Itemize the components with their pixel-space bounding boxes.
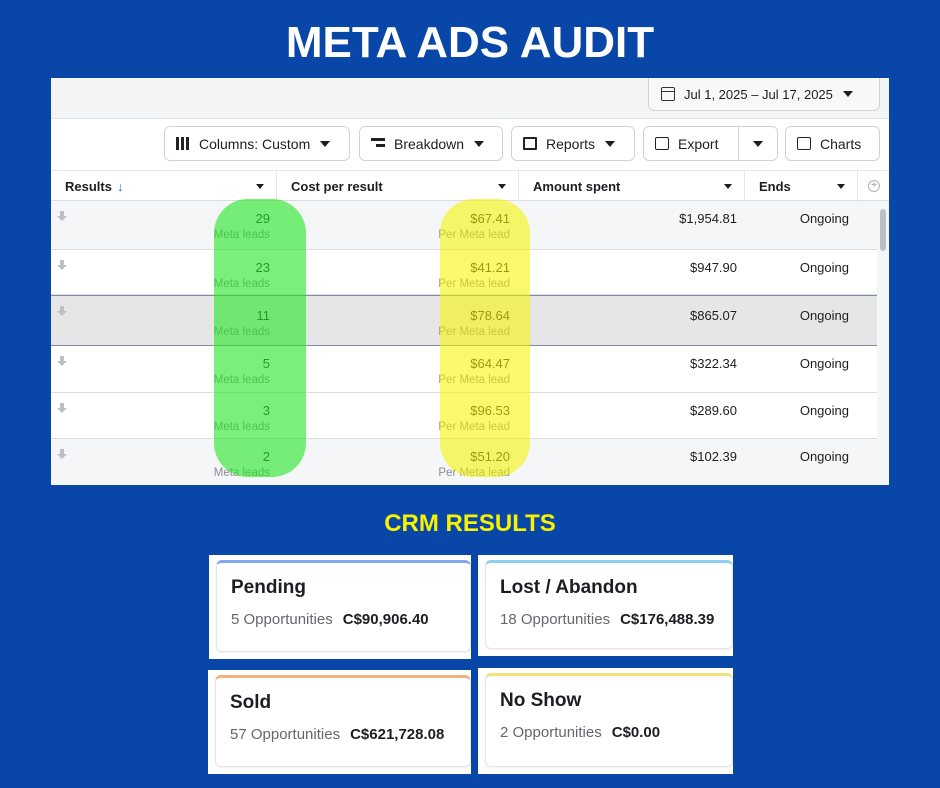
card-label: Lost / Abandon bbox=[500, 577, 638, 598]
breakdown-label: Breakdown bbox=[394, 135, 465, 152]
add-column-icon[interactable]: + bbox=[868, 180, 880, 192]
amount-spent-value: $289.60 bbox=[690, 403, 737, 418]
table-header: Results ↓ Cost per result Amount spent E… bbox=[51, 170, 889, 201]
download-icon bbox=[57, 211, 67, 223]
reports-icon bbox=[523, 137, 537, 150]
export-icon bbox=[655, 137, 669, 150]
card-body: Lost / Abandon 18 Opportunities C$176,488… bbox=[485, 560, 733, 649]
charts-label: Charts bbox=[820, 135, 862, 152]
download-icon bbox=[57, 260, 67, 272]
opportunity-count: 2 Opportunities bbox=[500, 724, 602, 741]
download-icon bbox=[57, 449, 67, 461]
download-icon bbox=[57, 403, 67, 415]
crm-card-sold: Sold 57 Opportunities C$621,728.08 bbox=[208, 670, 471, 774]
opportunity-amount: C$0.00 bbox=[611, 724, 661, 741]
opportunity-amount: C$90,906.40 bbox=[342, 611, 429, 628]
card-body: Sold 57 Opportunities C$621,728.08 bbox=[215, 675, 471, 767]
columns-button[interactable]: Columns: Custom bbox=[164, 126, 350, 161]
card-body: Pending 5 Opportunities C$90,906.40 bbox=[216, 560, 471, 652]
column-header-amount-spent[interactable]: Amount spent bbox=[519, 171, 745, 201]
ends-value: Ongoing bbox=[799, 308, 849, 323]
breakdown-icon bbox=[371, 137, 385, 150]
chevron-down-icon bbox=[605, 140, 616, 147]
crm-card-no-show: No Show 2 Opportunities C$0.00 bbox=[478, 668, 733, 774]
reports-label: Reports bbox=[546, 135, 596, 152]
opportunity-count: 18 Opportunities bbox=[500, 611, 611, 628]
export-label: Export bbox=[678, 135, 719, 152]
ends-value: Ongoing bbox=[799, 211, 849, 226]
chevron-down-icon bbox=[474, 140, 485, 147]
export-button[interactable]: Export bbox=[643, 126, 739, 161]
opportunity-amount: C$621,728.08 bbox=[350, 726, 445, 743]
amount-spent-value: $322.34 bbox=[690, 356, 737, 371]
breakdown-button[interactable]: Breakdown bbox=[359, 126, 503, 161]
column-header-ends[interactable]: Ends bbox=[745, 171, 858, 201]
card-body: No Show 2 Opportunities C$0.00 bbox=[485, 673, 733, 767]
chevron-down-icon bbox=[842, 91, 853, 97]
card-label: Pending bbox=[231, 577, 306, 598]
columns-icon bbox=[176, 137, 190, 150]
reports-button[interactable]: Reports bbox=[511, 126, 635, 161]
amount-spent-value: $1,954.81 bbox=[679, 211, 737, 226]
amount-spent-value: $947.90 bbox=[690, 260, 737, 275]
calendar-icon bbox=[661, 87, 675, 101]
charts-button[interactable]: Charts bbox=[785, 126, 880, 161]
chevron-down-icon bbox=[320, 140, 331, 147]
top-bar: Jul 1, 2025 – Jul 17, 2025 bbox=[51, 78, 889, 119]
opportunity-count: 57 Opportunities bbox=[230, 726, 341, 743]
chevron-down-icon bbox=[256, 183, 264, 189]
column-header-cost-per-result[interactable]: Cost per result bbox=[277, 171, 519, 201]
scrollbar-thumb[interactable] bbox=[880, 209, 886, 251]
cost-per-result-highlight bbox=[440, 199, 530, 477]
download-icon bbox=[57, 356, 67, 368]
download-icon bbox=[57, 306, 67, 318]
vertical-scrollbar[interactable] bbox=[877, 201, 889, 485]
amount-spent-value: $102.39 bbox=[690, 449, 737, 464]
ends-value: Ongoing bbox=[799, 356, 849, 371]
chevron-down-icon bbox=[724, 183, 732, 189]
column-header-results[interactable]: Results ↓ bbox=[51, 171, 277, 201]
ends-value: Ongoing bbox=[799, 403, 849, 418]
date-range-label: Jul 1, 2025 – Jul 17, 2025 bbox=[684, 86, 833, 102]
chevron-down-icon bbox=[498, 183, 506, 189]
crm-results-title: CRM RESULTS bbox=[384, 510, 556, 537]
opportunity-amount: C$176,488.39 bbox=[620, 611, 715, 628]
amount-spent-value: $865.07 bbox=[690, 308, 737, 323]
crm-card-lost-abandon: Lost / Abandon 18 Opportunities C$176,488… bbox=[478, 555, 733, 656]
columns-label: Columns: Custom bbox=[199, 135, 311, 152]
ends-value: Ongoing bbox=[799, 449, 849, 464]
chevron-down-icon bbox=[752, 140, 763, 147]
card-label: Sold bbox=[230, 692, 272, 713]
card-label: No Show bbox=[500, 690, 582, 711]
chart-icon bbox=[797, 137, 811, 150]
chevron-down-icon bbox=[837, 183, 845, 189]
export-menu-button[interactable] bbox=[738, 126, 778, 161]
sort-arrow-down-icon: ↓ bbox=[116, 178, 124, 194]
opportunity-count: 5 Opportunities bbox=[231, 611, 333, 628]
date-range-button[interactable]: Jul 1, 2025 – Jul 17, 2025 bbox=[648, 78, 880, 111]
results-highlight bbox=[214, 199, 306, 477]
page-title: META ADS AUDIT bbox=[285, 18, 655, 67]
ends-value: Ongoing bbox=[799, 260, 849, 275]
crm-card-pending: Pending 5 Opportunities C$90,906.40 bbox=[209, 555, 471, 659]
